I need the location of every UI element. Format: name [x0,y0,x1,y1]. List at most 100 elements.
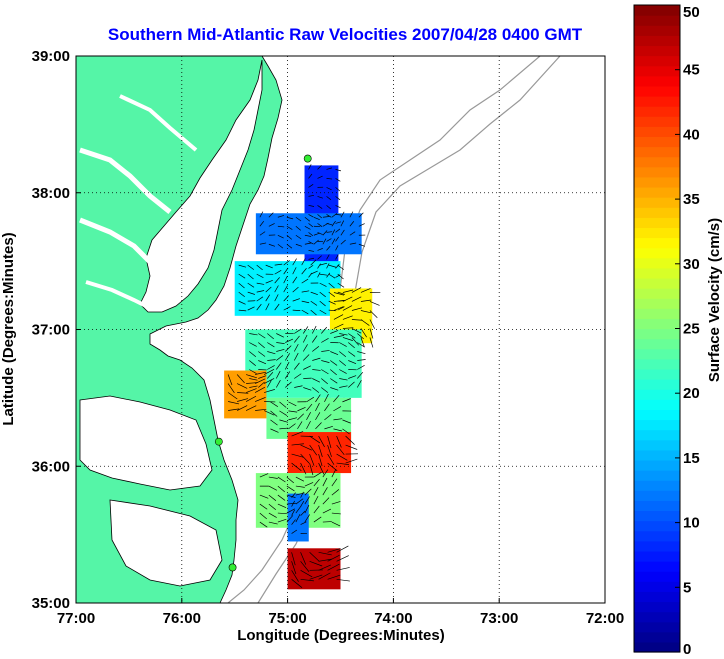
y-tick-label: 38:00 [32,185,70,202]
velocity-arrow [256,296,264,302]
velocity-arrow [288,401,297,407]
colorbar-band [634,328,680,340]
velocity-arrow [286,234,293,240]
station-marker [303,154,312,163]
velocity-arrow [283,276,288,284]
velocity-arrow [326,231,333,233]
velocity-arrow [300,561,310,572]
velocity-arrow [300,569,313,578]
velocity-arrow [330,360,338,366]
velocity-arrow [301,258,306,266]
velocity-arrow [331,213,338,218]
velocity-arrow [304,216,311,222]
velocity-arrow [319,282,327,287]
velocity-arrow [300,500,305,507]
velocity-arrow [319,309,327,315]
velocity-arrow [291,431,304,437]
velocity-arrow [310,291,318,296]
velocity-arrow [297,413,304,421]
velocity-arrow [228,408,240,411]
velocity-arrow [295,485,305,488]
velocity-arrow [291,529,298,534]
velocity-arrow [258,351,266,357]
velocity-arrow [321,360,330,363]
velocity-arrow [313,505,320,514]
velocity-arrow [310,300,318,306]
colorbar [634,5,680,653]
velocity-arrow [267,342,275,348]
velocity-arrow [267,333,274,340]
velocity-arrow [337,306,345,311]
colorbar-tick-label: 50 [683,4,700,21]
colorbar-band [634,611,680,623]
velocity-arrow [288,410,298,413]
velocity-arrow [263,378,275,384]
velocity-arrow [308,164,312,170]
velocity-arrow [259,242,267,245]
velocity-arrow [324,414,332,421]
velocity-arrow [311,325,317,334]
velocity-arrow [300,453,310,464]
chart-title: Southern Mid-Atlantic Raw Velocities 200… [108,25,583,44]
colorbar-band [634,106,680,117]
velocity-cell [287,432,352,474]
colorbar-band [634,368,680,380]
velocity-arrow [303,354,310,361]
velocity-arrow [318,453,323,467]
velocity-arrow [358,223,365,227]
velocity-arrow [342,398,351,403]
velocity-arrow [335,205,341,209]
velocity-arrow [309,453,315,466]
velocity-arrow [357,371,364,379]
velocity-arrow [286,485,295,492]
velocity-arrow [321,326,328,334]
velocity-arrow [263,410,275,416]
velocity-arrow [326,245,331,251]
colorbar-band [634,399,680,410]
velocity-arrow [348,381,355,388]
velocity-arrow [317,263,321,269]
velocity-arrow [300,578,314,582]
velocity-arrow [335,274,341,278]
colorbar-tick-label: 10 [683,515,700,532]
velocity-arrow [317,248,323,251]
colorbar-band [634,237,680,249]
velocity-arrow [304,496,310,505]
velocity-arrow [360,337,365,348]
colorbar-tick-label: 25 [683,321,700,338]
colorbar-band [634,641,680,653]
velocity-arrow [349,231,356,236]
velocity-arrow [340,220,345,227]
velocity-arrow [339,385,348,388]
velocity-arrow [238,309,247,312]
velocity-arrow [259,231,266,236]
velocity-arrow [310,270,318,275]
colorbar-band [634,267,680,279]
velocity-arrow [249,360,257,367]
colorbar-band [634,540,680,552]
velocity-arrow [276,333,284,338]
velocity-arrow [326,187,332,191]
velocity-arrow [291,561,297,575]
velocity-arrow [270,410,278,417]
velocity-arrow [349,211,354,218]
velocity-arrow [297,421,303,430]
velocity-arrow [249,342,257,347]
velocity-arrow [309,435,321,444]
velocity-arrow [317,196,323,199]
velocity-arrow [322,521,332,523]
velocity-arrow [351,328,362,334]
velocity-arrow [337,273,344,280]
velocity-arrow [333,335,345,338]
tributary-4 [119,94,198,152]
velocity-arrow [254,378,266,384]
velocity-arrow [321,350,330,352]
velocity-arrow [274,263,283,266]
velocity-arrow [306,420,311,430]
x-tick-label: 74:00 [374,610,412,627]
velocity-arrow [327,563,340,571]
velocity-arrow [333,292,345,296]
velocity-arrow [333,394,340,403]
velocity-arrow [336,545,349,553]
y-axis-ticks: 35:00 36:00 37:00 38:00 39:00 [32,48,81,612]
